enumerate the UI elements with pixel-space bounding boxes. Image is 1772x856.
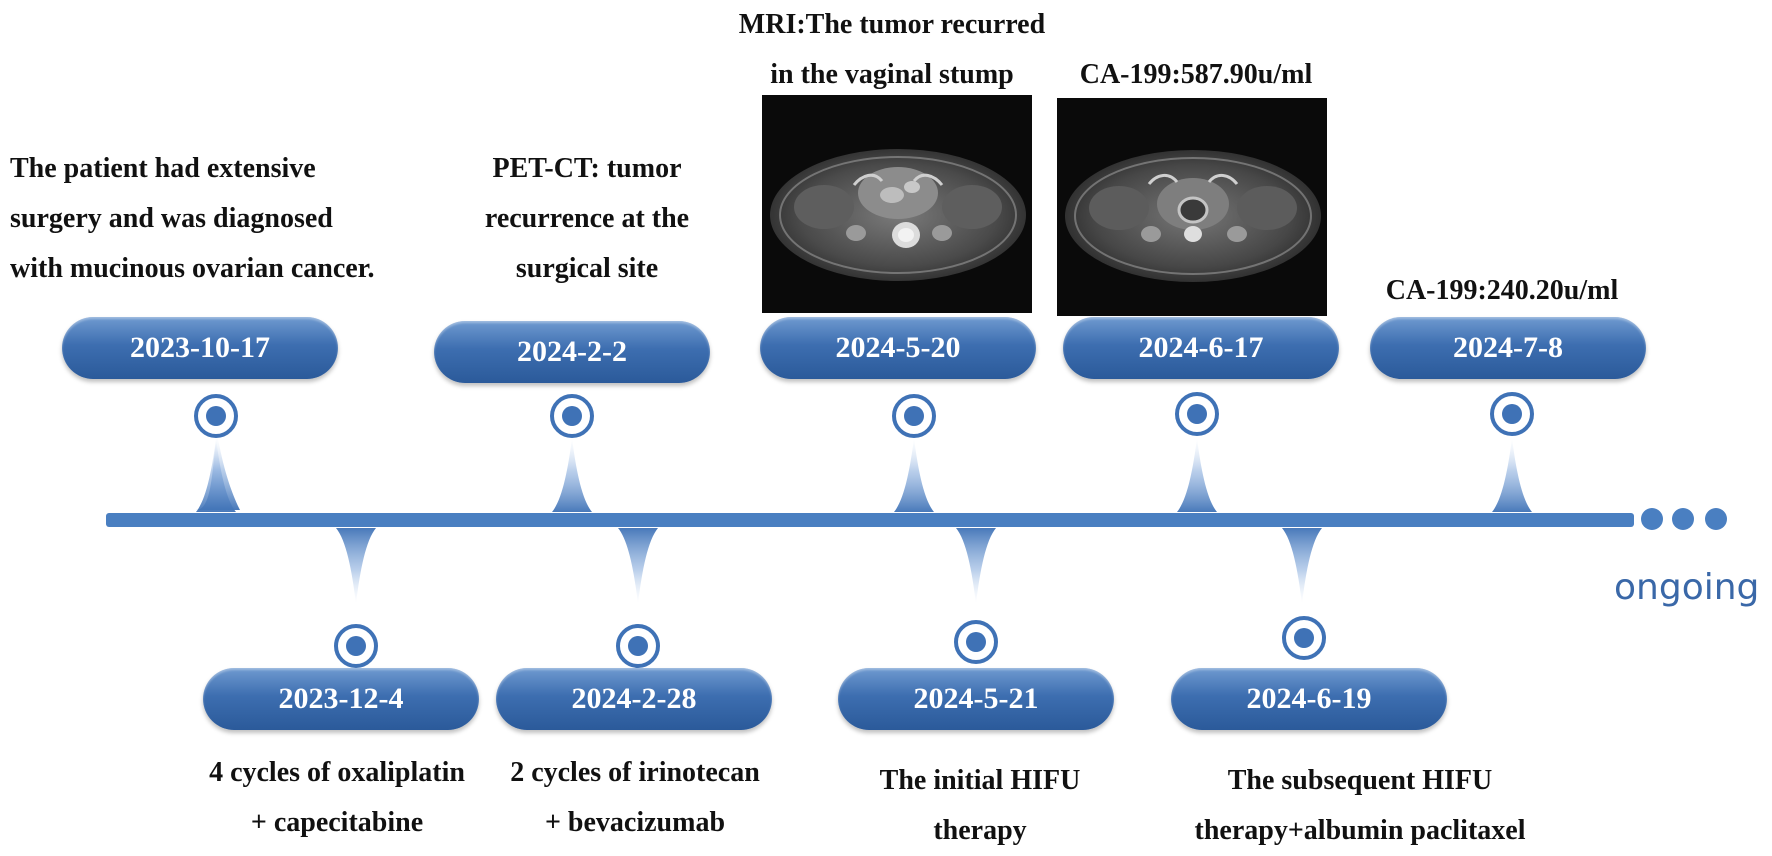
description-line: MRI:The tumor recurred — [738, 9, 1046, 40]
marker-bottom-1 — [334, 624, 378, 668]
description-line: 2 cycles of irinotecan — [510, 757, 760, 788]
spike-down-1 — [336, 528, 376, 604]
description-line: with mucinous ovarian cancer. — [10, 253, 375, 284]
spike-up-3 — [894, 438, 934, 512]
description-line: + capecitabine — [250, 807, 424, 838]
description-line: The patient had extensive — [10, 153, 316, 184]
event-description-top-1: The patient had extensive surgery and wa… — [10, 144, 375, 294]
spike-up-5 — [1492, 438, 1532, 512]
event-description-bottom-1: 4 cycles of oxaliplatin + capecitabine — [172, 748, 502, 848]
spike-down-3 — [956, 528, 996, 604]
date-pill-top-3: 2024-5-20 — [760, 317, 1036, 379]
date-pill-top-4: 2024-6-17 — [1063, 317, 1339, 379]
description-line: The subsequent HIFU — [1227, 765, 1493, 796]
event-description-top-5: CA-199:240.20u/ml — [1352, 266, 1652, 316]
marker-bottom-2 — [616, 624, 660, 668]
marker-bottom-4 — [1282, 616, 1326, 660]
date-pill-bottom-3: 2024-5-21 — [838, 668, 1114, 730]
spike-down-4 — [1282, 528, 1322, 604]
event-description-top-2: PET-CT: tumor recurrence at the surgical… — [447, 144, 727, 294]
date-pill-bottom-2: 2024-2-28 — [496, 668, 772, 730]
mri-scan-image — [1057, 98, 1327, 316]
event-description-bottom-4: The subsequent HIFU therapy+albumin pacl… — [1150, 756, 1570, 856]
description-line: therapy — [933, 815, 1027, 846]
mri-scan-image — [762, 95, 1032, 313]
event-description-top-4: CA-199:587.90u/ml — [1046, 50, 1346, 100]
marker-top-4 — [1175, 392, 1219, 436]
continuation-dot — [1705, 508, 1727, 530]
marker-top-1 — [194, 394, 238, 438]
spike-up-1b — [196, 438, 236, 512]
description-line: CA-199:240.20u/ml — [1385, 275, 1619, 306]
date-pill-top-2: 2024-2-2 — [434, 321, 710, 383]
event-description-bottom-2: 2 cycles of irinotecan + bevacizumab — [480, 748, 790, 848]
description-line: recurrence at the — [484, 203, 690, 234]
date-pill-top-5: 2024-7-8 — [1370, 317, 1646, 379]
date-pill-bottom-4: 2024-6-19 — [1171, 668, 1447, 730]
ongoing-label: ongoing — [1614, 567, 1760, 608]
date-pill-bottom-1: 2023-12-4 — [203, 668, 479, 730]
description-line: surgical site — [515, 253, 659, 284]
description-line: therapy+albumin paclitaxel — [1194, 815, 1526, 846]
description-line: PET-CT: tumor — [492, 153, 682, 184]
event-description-top-3: MRI:The tumor recurred in the vaginal st… — [702, 0, 1082, 100]
spike-down-2 — [618, 528, 658, 604]
description-line: surgery and was diagnosed — [10, 203, 333, 234]
marker-top-5 — [1490, 392, 1534, 436]
marker-bottom-3 — [954, 620, 998, 664]
event-description-bottom-3: The initial HIFU therapy — [840, 756, 1120, 856]
description-line: 4 cycles of oxaliplatin — [209, 757, 465, 788]
description-line: CA-199:587.90u/ml — [1079, 59, 1313, 90]
marker-top-3 — [892, 394, 936, 438]
continuation-dot — [1672, 508, 1694, 530]
marker-top-2 — [550, 394, 594, 438]
spike-up-4 — [1177, 438, 1217, 512]
date-pill-top-1: 2023-10-17 — [62, 317, 338, 379]
description-line: + bevacizumab — [544, 807, 726, 838]
spike-up-2 — [552, 438, 592, 512]
timeline-line — [106, 513, 1634, 527]
description-line: The initial HIFU — [879, 765, 1081, 796]
continuation-dot — [1641, 508, 1663, 530]
description-line: in the vaginal stump — [770, 59, 1014, 90]
